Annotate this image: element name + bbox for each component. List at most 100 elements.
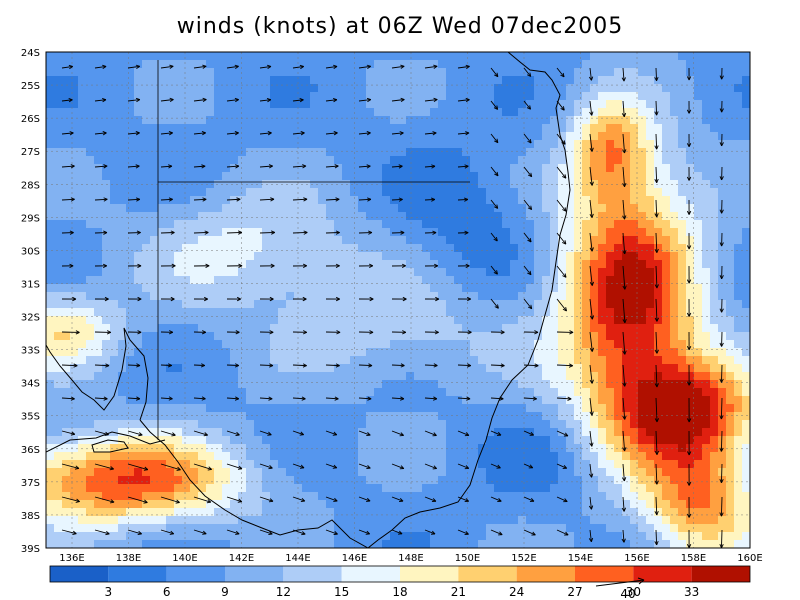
field-cell <box>590 188 599 197</box>
field-cell <box>534 124 543 133</box>
field-cell <box>262 492 271 501</box>
field-cell <box>342 484 351 493</box>
field-cell <box>310 76 319 85</box>
field-cell <box>214 116 223 125</box>
field-cell <box>342 404 351 413</box>
field-cell <box>638 164 647 173</box>
field-cell <box>134 340 143 349</box>
field-cell <box>158 84 167 93</box>
field-cell <box>446 268 455 277</box>
field-cell <box>510 116 519 125</box>
field-cell <box>718 308 727 317</box>
field-cell <box>590 156 599 165</box>
field-cell <box>262 388 271 397</box>
field-cell <box>286 500 295 509</box>
field-cell <box>110 308 119 317</box>
field-cell <box>582 388 591 397</box>
field-cell <box>510 236 519 245</box>
field-cell <box>182 268 191 277</box>
field-cell <box>318 204 327 213</box>
field-cell <box>638 284 647 293</box>
field-cell <box>430 116 439 125</box>
field-cell <box>486 380 495 389</box>
field-cell <box>246 300 255 309</box>
field-cell <box>118 220 127 229</box>
field-cell <box>422 260 431 269</box>
field-cell <box>462 212 471 221</box>
field-cell <box>550 476 559 485</box>
field-cell <box>630 100 639 109</box>
field-cell <box>238 300 247 309</box>
field-cell <box>414 460 423 469</box>
field-cell <box>742 108 750 117</box>
field-cell <box>134 132 143 141</box>
field-cell <box>118 316 127 325</box>
field-cell <box>598 484 607 493</box>
field-cell <box>54 284 63 293</box>
field-cell <box>510 484 519 493</box>
field-cell <box>150 476 159 485</box>
field-cell <box>342 60 351 69</box>
field-cell <box>182 196 191 205</box>
field-cell <box>198 372 207 381</box>
field-cell <box>606 332 615 341</box>
field-cell <box>526 348 535 357</box>
field-cell <box>678 332 687 341</box>
field-cell <box>518 204 527 213</box>
field-cell <box>158 220 167 229</box>
field-cell <box>654 324 663 333</box>
field-cell <box>662 92 671 101</box>
field-cell <box>438 204 447 213</box>
field-cell <box>126 316 135 325</box>
field-cell <box>574 180 583 189</box>
field-cell <box>86 372 95 381</box>
field-cell <box>246 500 255 509</box>
field-cell <box>198 132 207 141</box>
field-cell <box>214 188 223 197</box>
field-cell <box>414 380 423 389</box>
field-cell <box>702 108 711 117</box>
field-cell <box>102 76 111 85</box>
field-cell <box>614 196 623 205</box>
field-cell <box>150 252 159 261</box>
field-cell <box>350 340 359 349</box>
field-cell <box>414 204 423 213</box>
field-cell <box>374 68 383 77</box>
field-cell <box>310 284 319 293</box>
field-cell <box>630 484 639 493</box>
field-cell <box>670 268 679 277</box>
field-cell <box>606 276 615 285</box>
field-cell <box>110 380 119 389</box>
field-cell <box>726 364 735 373</box>
field-cell <box>438 380 447 389</box>
field-cell <box>302 380 311 389</box>
field-cell <box>166 172 175 181</box>
field-cell <box>302 412 311 421</box>
field-cell <box>582 460 591 469</box>
field-cell <box>742 476 750 485</box>
field-cell <box>142 428 151 437</box>
field-cell <box>414 500 423 509</box>
field-cell <box>486 252 495 261</box>
field-cell <box>446 188 455 197</box>
field-cell <box>446 404 455 413</box>
field-cell <box>438 468 447 477</box>
field-cell <box>206 428 215 437</box>
field-cell <box>710 420 719 429</box>
field-cell <box>86 76 95 85</box>
field-cell <box>718 380 727 389</box>
field-cell <box>462 340 471 349</box>
field-cell <box>110 164 119 173</box>
field-cell <box>702 364 711 373</box>
field-cell <box>174 108 183 117</box>
field-cell <box>206 460 215 469</box>
field-cell <box>702 52 711 61</box>
field-cell <box>406 500 415 509</box>
field-cell <box>550 452 559 461</box>
field-cell <box>654 476 663 485</box>
field-cell <box>470 220 479 229</box>
field-cell <box>614 332 623 341</box>
field-cell <box>542 396 551 405</box>
field-cell <box>630 220 639 229</box>
field-cell <box>270 124 279 133</box>
